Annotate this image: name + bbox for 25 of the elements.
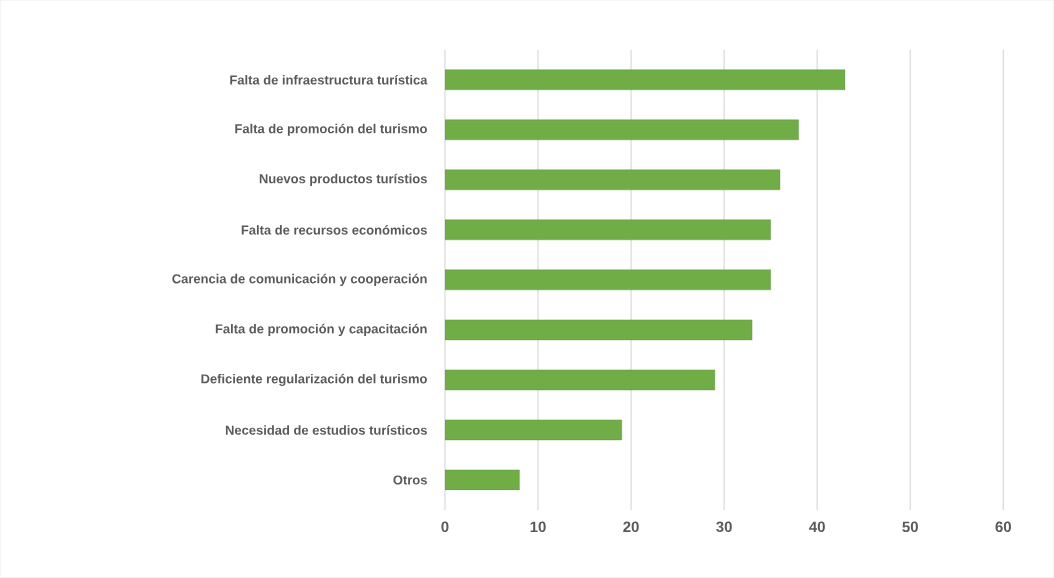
bar (444, 319, 753, 341)
x-tick-label: 40 (809, 521, 825, 533)
x-tick-label: 20 (623, 521, 639, 533)
x-tick-label: 10 (530, 521, 546, 533)
bar (444, 69, 846, 91)
bar (444, 169, 781, 191)
y-tick-label: Falta de infraestructura turística (230, 75, 428, 85)
y-tick-label: Otros (393, 475, 427, 485)
x-tick-label: 0 (441, 521, 449, 533)
bar (444, 369, 716, 391)
x-tick-label: 50 (902, 521, 918, 533)
y-tick-label: Carencia de comunicación y cooperación (172, 273, 427, 287)
y-tick-label: Necesidad de estudios turísticos (225, 425, 427, 435)
bar (444, 419, 622, 441)
x-tick-label: 60 (995, 521, 1011, 533)
y-tick-label: Nuevos productos turístios (259, 173, 427, 187)
bar (444, 219, 771, 241)
y-tick-label: Falta de recursos económicos (241, 225, 427, 235)
x-tick-label: 30 (716, 521, 732, 533)
bar (444, 469, 520, 491)
y-tick-label: Falta de promoción del turismo (235, 123, 427, 137)
bar (444, 269, 771, 291)
y-tick-label: Falta de promoción y capacitación (215, 323, 427, 337)
y-tick-label: Deficiente regularización del turismo (201, 373, 427, 387)
bar (444, 119, 799, 141)
